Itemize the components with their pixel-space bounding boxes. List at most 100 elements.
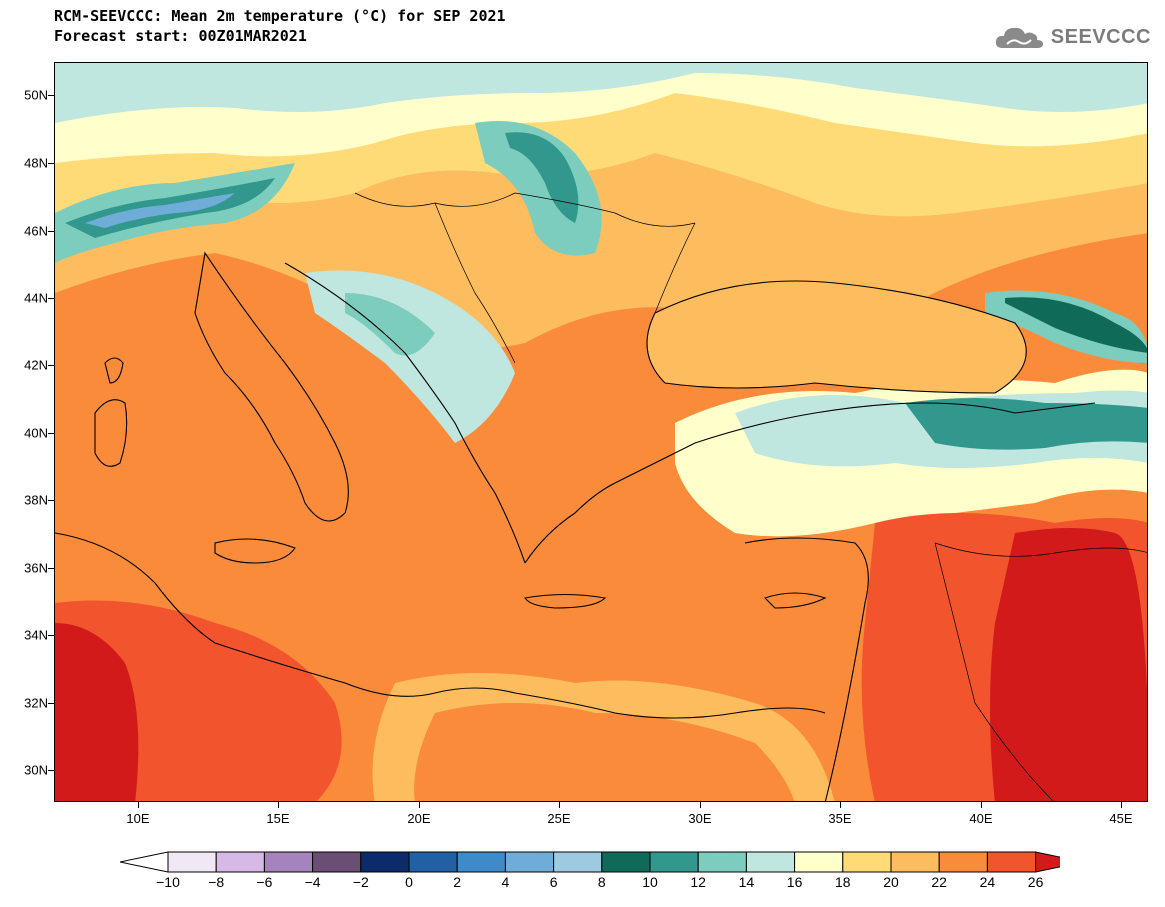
lat-label-36n: 36N <box>24 560 48 576</box>
colorbar-tick-label: 10 <box>642 874 658 890</box>
colorbar-swatch <box>986 851 1037 873</box>
colorbar-tick-label: 6 <box>549 874 558 890</box>
colorbar-tick-label: 8 <box>597 874 606 890</box>
lat-label-40n: 40N <box>24 425 48 441</box>
colorbar-tick-label: 2 <box>453 874 462 890</box>
coastlines <box>55 251 1096 801</box>
lat-label-44n: 44N <box>24 290 48 306</box>
lon-tick <box>559 802 560 808</box>
lat-tick <box>48 635 54 636</box>
caucasus-core <box>1005 297 1147 353</box>
colorbar-swatch <box>890 851 940 873</box>
colorbar-tick-label: 4 <box>501 874 510 890</box>
colorbar-under-triangle <box>120 851 169 873</box>
lon-label-40e: 40E <box>969 811 993 826</box>
colorbar-tick-label: 16 <box>786 874 803 890</box>
cloud-icon <box>995 27 1043 48</box>
lat-tick <box>48 568 54 569</box>
colorbar-tick-label: 22 <box>931 874 947 890</box>
colorbar-labels: −10 −8 −6 −4 −2 0 2 4 6 8 10 12 14 16 18 20 22 24 26 <box>0 874 1165 894</box>
zone-over-26-east <box>990 528 1147 801</box>
lat-tick <box>48 703 54 704</box>
lon-tick <box>419 802 420 808</box>
lat-label-38n: 38N <box>24 492 48 508</box>
colorbar-swatch <box>167 851 217 873</box>
colorbar-swatch <box>360 851 410 873</box>
lat-label-32n: 32N <box>24 695 48 711</box>
colorbar-swatch <box>938 851 988 873</box>
lat-tick <box>48 365 54 366</box>
lon-tick <box>278 802 279 808</box>
carpathian-band <box>475 121 602 256</box>
colorbar-tick-label: −8 <box>208 874 225 890</box>
colorbar-tick-label: −6 <box>256 874 273 890</box>
lat-tick <box>48 163 54 164</box>
lat-label-42n: 42N <box>24 357 48 373</box>
colorbar-swatch <box>504 851 555 873</box>
colorbar-swatch <box>456 851 506 873</box>
lat-label-34n: 34N <box>24 627 48 643</box>
borders <box>354 192 1147 801</box>
colorbar-swatch <box>601 851 651 873</box>
colorbar-tick-label: 14 <box>738 874 755 890</box>
lon-tick <box>981 802 982 808</box>
colorbar-swatch <box>263 851 314 873</box>
zone-14-16 <box>55 63 1147 123</box>
black-sea <box>647 281 1027 393</box>
temperature-map <box>54 62 1148 802</box>
lon-label-35e: 35E <box>828 811 852 826</box>
libya-mid <box>414 703 795 801</box>
colorbar-swatch <box>215 851 265 873</box>
colorbar-tick-label: −4 <box>304 874 321 890</box>
title-line-1: RCM-SEEVCCC: Mean 2m temperature (°C) fo… <box>54 7 506 25</box>
colorbar-swatch <box>312 851 362 873</box>
colorbar-tick-label: −2 <box>352 874 369 890</box>
lon-label-30e: 30E <box>688 811 712 826</box>
lat-tick <box>48 231 54 232</box>
colorbar-swatch <box>842 851 892 873</box>
lat-label-46n: 46N <box>24 223 48 239</box>
colorbar <box>120 851 1060 873</box>
colorbar-over-triangle <box>1035 851 1060 873</box>
chart-title: RCM-SEEVCCC: Mean 2m temperature (°C) fo… <box>54 6 506 46</box>
alps-peak <box>85 193 235 228</box>
lat-tick <box>48 298 54 299</box>
lat-tick <box>48 770 54 771</box>
zone-over-26-west <box>55 623 139 801</box>
colorbar-swatch <box>553 851 603 873</box>
lon-tick <box>700 802 701 808</box>
colorbar-swatch <box>649 851 699 873</box>
colorbar-tick-label: 26 <box>1027 874 1044 890</box>
anatolia-core <box>905 398 1147 450</box>
lat-tick <box>48 433 54 434</box>
seevccc-logo: SEEVCCC <box>993 22 1151 52</box>
lon-label-15e: 15E <box>266 811 290 826</box>
colorbar-tick-label: 24 <box>979 874 996 890</box>
colorbar-swatch <box>745 851 796 873</box>
balkan-core <box>345 293 435 356</box>
lon-tick <box>840 802 841 808</box>
colorbar-tick-label: −10 <box>156 874 180 890</box>
map-canvas <box>55 63 1147 801</box>
lat-label-48n: 48N <box>24 155 48 171</box>
lon-tick <box>138 802 139 808</box>
lon-label-45e: 45E <box>1109 811 1133 826</box>
title-line-2: Forecast start: 00Z01MAR2021 <box>54 27 307 45</box>
colorbar-tick-label: 20 <box>883 874 899 890</box>
lon-label-10e: 10E <box>126 811 150 826</box>
colorbar-tick-label: 18 <box>835 874 851 890</box>
colorbar-swatch <box>408 851 458 873</box>
lat-tick <box>48 95 54 96</box>
lon-label-20e: 20E <box>407 811 431 826</box>
colorbar-swatch <box>794 851 844 873</box>
lat-label-30n: 30N <box>24 762 48 778</box>
colorbar-tick-label: 12 <box>690 874 706 890</box>
lon-tick <box>1121 802 1122 808</box>
lat-tick <box>48 500 54 501</box>
lon-label-25e: 25E <box>547 811 571 826</box>
logo-text: SEEVCCC <box>1050 25 1151 48</box>
carpathian-core <box>505 132 579 223</box>
colorbar-tick-label: 0 <box>405 874 413 890</box>
lat-label-50n: 50N <box>24 87 48 103</box>
colorbar-swatch <box>697 851 747 873</box>
